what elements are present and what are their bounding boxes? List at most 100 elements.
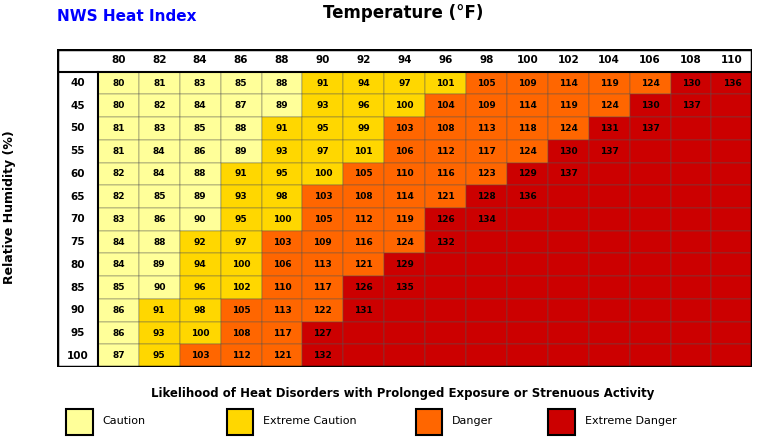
Text: 100: 100	[395, 101, 414, 110]
Text: 121: 121	[273, 351, 291, 360]
Bar	[385, 72, 425, 94]
Text: 103: 103	[191, 351, 210, 360]
Text: 132: 132	[436, 238, 455, 247]
Bar	[220, 344, 261, 367]
Text: 137: 137	[559, 170, 578, 178]
Text: 87: 87	[112, 351, 125, 360]
Bar	[548, 276, 589, 299]
Text: 97: 97	[235, 238, 248, 247]
Bar	[425, 276, 466, 299]
Text: 130: 130	[682, 78, 701, 88]
Bar	[98, 299, 139, 322]
Bar	[425, 322, 466, 344]
Text: 103: 103	[314, 192, 332, 201]
Bar	[385, 117, 425, 140]
Text: 100: 100	[273, 215, 291, 224]
Bar	[139, 276, 179, 299]
Text: 130: 130	[641, 101, 660, 110]
Bar	[466, 276, 507, 299]
Bar	[425, 344, 466, 367]
Bar	[344, 299, 385, 322]
Bar	[302, 208, 344, 231]
Bar	[344, 94, 385, 117]
Text: 116: 116	[436, 170, 455, 178]
Bar	[139, 117, 179, 140]
Bar	[670, 208, 711, 231]
Text: 50: 50	[70, 124, 84, 134]
Bar	[261, 117, 302, 140]
Text: 60: 60	[70, 169, 84, 179]
Text: 130: 130	[559, 147, 578, 156]
Text: 114: 114	[518, 101, 537, 110]
Text: 131: 131	[600, 124, 619, 133]
Text: 136: 136	[723, 78, 741, 88]
Text: 89: 89	[153, 260, 166, 269]
Bar	[261, 299, 302, 322]
Text: 86: 86	[234, 55, 249, 65]
Bar	[179, 276, 220, 299]
Bar	[711, 140, 752, 162]
Bar	[57, 49, 752, 72]
Text: 116: 116	[354, 238, 373, 247]
Bar	[385, 162, 425, 185]
Text: 105: 105	[477, 78, 496, 88]
Bar	[139, 322, 179, 344]
Bar	[711, 322, 752, 344]
Bar	[98, 254, 139, 276]
Text: 119: 119	[395, 215, 414, 224]
Bar	[670, 185, 711, 208]
Bar	[548, 162, 589, 185]
Bar	[139, 94, 179, 117]
Bar	[548, 254, 589, 276]
Bar	[179, 72, 220, 94]
Text: 81: 81	[112, 124, 125, 133]
Text: 113: 113	[477, 124, 496, 133]
Bar	[589, 322, 630, 344]
Bar	[385, 344, 425, 367]
Text: 95: 95	[153, 351, 166, 360]
Text: Caution: Caution	[103, 416, 145, 426]
Bar	[507, 276, 548, 299]
Bar	[589, 254, 630, 276]
Bar	[630, 162, 670, 185]
Text: 88: 88	[276, 78, 288, 88]
Text: 100: 100	[314, 170, 332, 178]
Bar	[630, 322, 670, 344]
Text: 108: 108	[680, 55, 702, 65]
Text: 103: 103	[273, 238, 291, 247]
Bar	[261, 140, 302, 162]
Bar	[261, 344, 302, 367]
Bar	[548, 94, 589, 117]
Text: 80: 80	[112, 101, 125, 110]
Text: 89: 89	[276, 101, 288, 110]
Text: 95: 95	[235, 215, 248, 224]
Bar	[630, 185, 670, 208]
Bar	[711, 299, 752, 322]
Bar	[548, 117, 589, 140]
Bar	[589, 94, 630, 117]
Bar	[630, 276, 670, 299]
Bar	[139, 162, 179, 185]
Bar	[220, 94, 261, 117]
Text: 117: 117	[273, 328, 291, 338]
Text: 113: 113	[273, 306, 291, 315]
Bar	[589, 231, 630, 254]
Bar	[670, 276, 711, 299]
Bar	[630, 140, 670, 162]
Text: 98: 98	[480, 55, 494, 65]
Bar	[670, 254, 711, 276]
Bar	[549, 409, 575, 435]
Bar	[548, 344, 589, 367]
Text: 84: 84	[193, 55, 207, 65]
Bar	[220, 162, 261, 185]
Bar	[261, 276, 302, 299]
Bar	[220, 322, 261, 344]
Bar	[466, 231, 507, 254]
Text: 80: 80	[111, 55, 125, 65]
Bar	[344, 140, 385, 162]
Text: 90: 90	[194, 215, 207, 224]
Text: 92: 92	[194, 238, 207, 247]
Text: 108: 108	[232, 328, 250, 338]
Text: 102: 102	[557, 55, 579, 65]
Bar	[385, 322, 425, 344]
